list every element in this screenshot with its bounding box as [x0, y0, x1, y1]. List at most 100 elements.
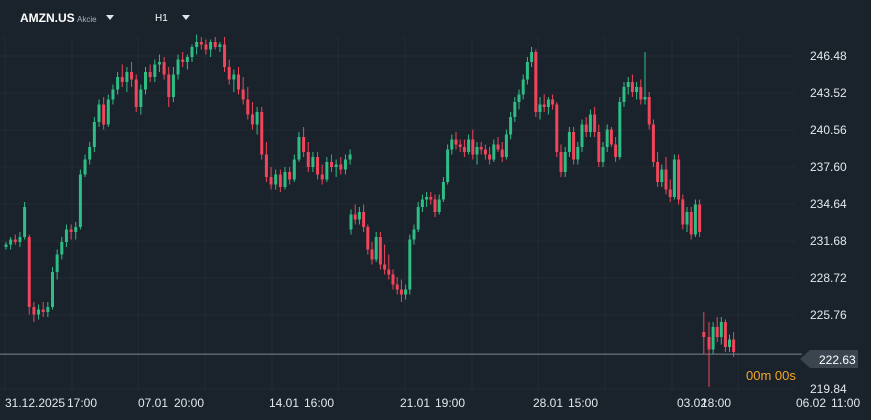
x-axis-tick-label: 15:00: [568, 396, 598, 410]
candle-body: [134, 79, 138, 107]
candle-body: [479, 147, 483, 150]
candle-body: [572, 132, 576, 160]
candle-body: [399, 289, 403, 295]
candle-body: [521, 79, 525, 95]
candle-body: [433, 199, 437, 212]
candle-body: [255, 112, 259, 125]
candle-body: [707, 337, 711, 350]
symbol-dropdown-chevron-down-icon[interactable]: [106, 15, 114, 20]
candle-body: [450, 139, 454, 150]
x-axis-tick-label: 14.01: [269, 396, 299, 410]
candle-body: [567, 132, 571, 152]
candle-body: [576, 147, 580, 160]
price-tag-background-icon: [800, 350, 858, 368]
candle-body: [530, 52, 534, 62]
candle-body: [83, 159, 87, 175]
candle-body: [181, 59, 185, 62]
candle-body: [241, 89, 245, 100]
candle-body: [374, 237, 378, 260]
y-axis-tick-label: 225.76: [810, 308, 847, 322]
x-axis-tick-label: 16:00: [304, 396, 334, 410]
candle-body: [130, 72, 134, 80]
candle-body: [580, 124, 584, 147]
candle-body: [425, 197, 429, 200]
candle-body: [391, 274, 395, 285]
candle-body: [698, 204, 702, 232]
candle-body: [69, 229, 73, 232]
timeframe-selector[interactable]: H1: [155, 13, 168, 24]
candle-body: [199, 42, 203, 45]
candle-body: [250, 114, 254, 125]
candle-body: [441, 182, 445, 200]
candle-body: [538, 104, 542, 112]
candle-body: [668, 189, 672, 197]
candle-body: [517, 94, 521, 102]
x-axis-tick-label: 28.01: [533, 396, 563, 410]
symbol-name[interactable]: AMZN.US: [20, 11, 75, 25]
candle-body: [555, 104, 559, 152]
candle-body: [605, 129, 609, 147]
candle-body: [120, 77, 124, 82]
candle-body: [330, 162, 333, 167]
candle-body: [387, 269, 391, 275]
candle-body: [677, 159, 681, 200]
candle-body: [232, 74, 236, 80]
candle-body: [223, 44, 227, 67]
candle-body: [416, 207, 420, 230]
candle-body: [728, 339, 731, 347]
candle-body: [292, 159, 296, 180]
candle-body: [496, 144, 500, 150]
candle-body: [626, 82, 630, 87]
timeframe-chevron-down-icon[interactable]: [182, 15, 190, 20]
y-axis-tick-label: 243.52: [810, 86, 847, 100]
candle-body: [55, 254, 59, 272]
x-axis-tick-label: 06.02: [796, 396, 826, 410]
candle-body: [446, 149, 450, 182]
candle-body: [339, 164, 343, 170]
candle-body: [274, 174, 278, 185]
candle-body: [37, 309, 41, 315]
candle-body: [190, 47, 194, 57]
candle-body: [458, 144, 462, 147]
candle-body: [702, 332, 706, 337]
candle-body: [437, 199, 441, 212]
chart-toolbar: AMZN.US Akcie H1: [0, 0, 871, 36]
symbol-type-label: Akcie: [77, 15, 97, 24]
candle-body: [111, 89, 115, 100]
candle-body: [167, 74, 171, 97]
candle-body: [412, 229, 416, 240]
candle-body: [693, 204, 697, 235]
candle-body: [471, 139, 475, 155]
candle-body: [213, 42, 217, 47]
candle-body: [32, 307, 36, 315]
candle-body: [46, 307, 50, 312]
candle-body: [395, 284, 399, 290]
candle-body: [601, 147, 605, 162]
candle-body: [60, 242, 64, 255]
candle-body: [643, 97, 647, 100]
candle-body: [622, 87, 626, 102]
candle-body: [153, 64, 157, 77]
y-axis-tick-label: 231.68: [810, 234, 847, 248]
candle-body: [302, 137, 306, 152]
candle-body: [383, 264, 387, 270]
y-axis-tick-label: 219.84: [810, 382, 847, 396]
candle-body: [306, 152, 310, 167]
candle-body: [176, 59, 180, 75]
candle-body: [500, 149, 504, 157]
candle-body: [92, 122, 96, 147]
x-axis-tick-label: 31.12.2025: [5, 396, 65, 410]
candle-body: [504, 134, 508, 157]
candle-body: [325, 162, 329, 180]
candle-body: [246, 99, 250, 115]
candle-body: [584, 124, 588, 132]
candle-body: [685, 212, 689, 225]
candle-body: [630, 82, 634, 92]
candle-body: [74, 227, 78, 232]
current-price-tag: 222.63: [800, 349, 858, 369]
candle-body: [719, 322, 723, 337]
candle-body: [681, 199, 685, 225]
candle-body: [715, 327, 719, 337]
candle-body: [664, 169, 668, 190]
